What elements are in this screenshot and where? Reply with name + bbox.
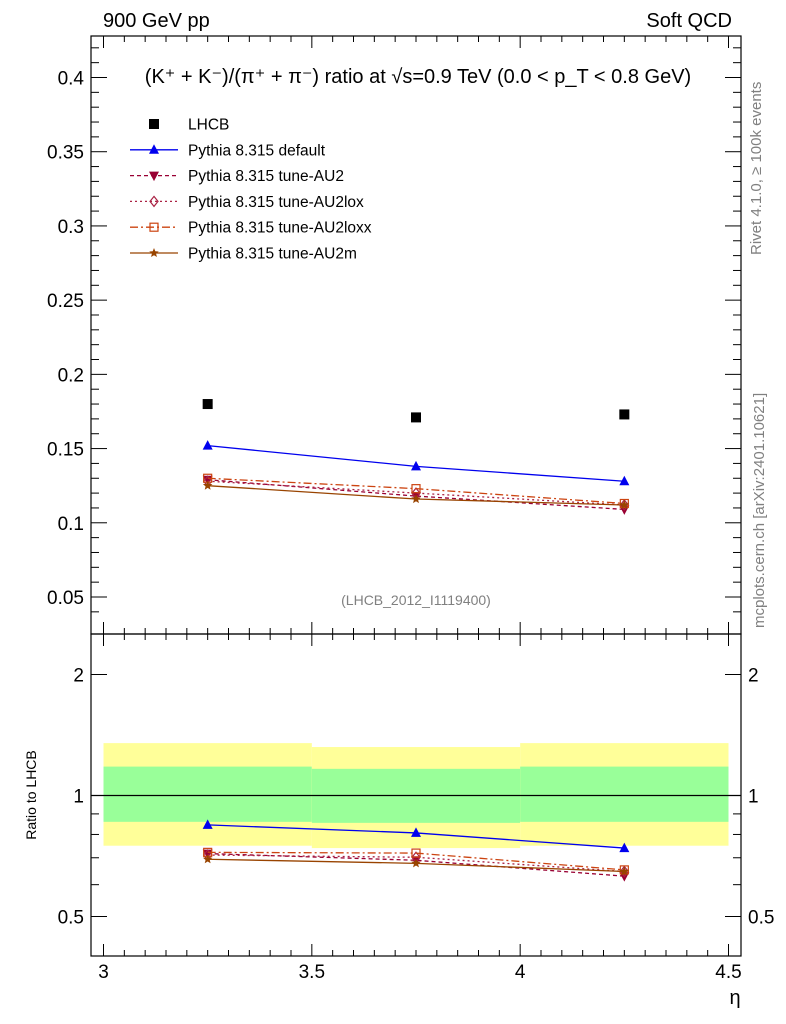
data-point — [619, 475, 630, 486]
x-axis-label: η — [729, 987, 740, 1009]
ratio-data-point — [619, 866, 630, 876]
legend-marker — [149, 171, 159, 182]
x-tick-label: 4 — [515, 962, 526, 983]
legend-marker — [149, 222, 159, 232]
data-point — [202, 399, 213, 410]
analysis-label: (LHCB_2012_I1119400) — [341, 592, 491, 608]
legend-label: Pythia 8.315 tune-AU2m — [188, 246, 357, 263]
series-line — [207, 477, 625, 505]
ratio-data-point — [619, 842, 630, 853]
band-green — [103, 766, 312, 822]
axis-ticks: 3 3.5 4 4.5 0.05 0.1 0.15 0.2 0.25 0.3 0.35 0.4 0.5 0… — [47, 36, 774, 983]
y-tick-label: 0.3 — [58, 217, 84, 238]
data-point — [411, 412, 421, 423]
band-green — [520, 766, 729, 822]
ratio-y-tick-label: 0.5 — [58, 908, 84, 929]
ratio-y-tick-label: 2 — [73, 666, 84, 687]
ratio-series-line — [207, 851, 625, 871]
ratio-data-point — [411, 858, 421, 868]
header-left: 900 GeV pp — [103, 10, 210, 32]
x-tick-label: 3 — [98, 962, 109, 983]
legend-label: Pythia 8.315 default — [188, 142, 326, 159]
data-point — [619, 499, 630, 510]
y-tick-label: 0.35 — [47, 143, 84, 164]
data-point — [411, 460, 421, 471]
x-tick-label: 3.5 — [299, 962, 325, 983]
legend-marker — [149, 195, 159, 208]
x-tick-label: 4.5 — [715, 962, 741, 983]
y-tick-label: 0.1 — [58, 514, 84, 535]
legend: LHCB Pythia 8.315 default Pythia 8.315 tun… — [130, 117, 372, 263]
data-point — [202, 480, 213, 490]
legend-marker — [149, 144, 159, 154]
y-tick-label: 0.25 — [47, 291, 84, 312]
ratio-y-tick-label-right: 1 — [748, 787, 759, 808]
mcplots-label: mcplots.cern.ch [arXiv:2401.10621] — [751, 393, 768, 628]
ratio-data-point — [202, 854, 213, 864]
ratio-y-tick-label: 1 — [73, 787, 84, 808]
legend-marker — [149, 248, 159, 258]
data-point — [411, 494, 421, 504]
legend-label: Pythia 8.315 tune-AU2loxx — [188, 220, 372, 237]
ratio-y-tick-label-right: 0.5 — [748, 908, 774, 929]
legend-label: LHCB — [188, 117, 229, 134]
data-point — [202, 440, 213, 450]
ratio-data-point — [202, 819, 213, 829]
y-tick-label: 0.15 — [47, 440, 84, 461]
ratio-y-tick-label-right: 2 — [748, 666, 759, 687]
legend-marker — [149, 119, 159, 129]
data-series — [202, 399, 630, 882]
chart-title: (K⁺ + K⁻)/(π⁺ + π⁻) ratio at √s=0.9 TeV … — [145, 66, 691, 88]
y-tick-label: 0.05 — [47, 588, 84, 609]
ratio-y-axis-label: Ratio to LHCB — [23, 750, 39, 839]
ratio-bands — [103, 743, 729, 849]
data-point — [411, 484, 421, 494]
y-tick-label: 0.2 — [58, 365, 84, 386]
header-right: Soft QCD — [646, 10, 732, 32]
legend-label: Pythia 8.315 tune-AU2lox — [188, 194, 364, 211]
y-tick-label: 0.4 — [58, 69, 85, 90]
ratio-data-point — [411, 848, 421, 858]
data-point — [619, 409, 630, 420]
ratio-data-point — [619, 865, 629, 875]
legend-label: Pythia 8.315 tune-AU2 — [188, 168, 344, 185]
ratio-data-point — [411, 827, 421, 837]
rivet-label: Rivet 4.1.0, ≥ 100k events — [748, 82, 765, 255]
